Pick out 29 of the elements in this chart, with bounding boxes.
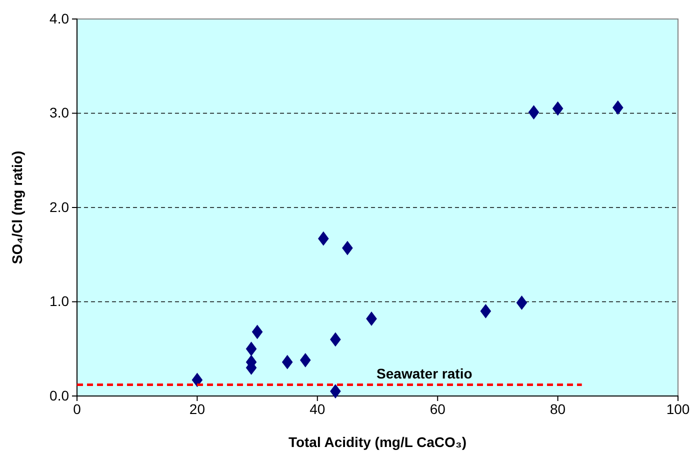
y-tick-label: 0.0: [50, 387, 70, 404]
y-tick-label: 3.0: [50, 104, 70, 121]
x-tick-label: 100: [666, 400, 690, 417]
point: [192, 372, 203, 388]
x-tick-label: 40: [310, 400, 326, 417]
x-tick-label: 60: [430, 400, 446, 417]
point: [300, 352, 311, 368]
point: [330, 332, 341, 347]
x-axis-title: Total Acidity (mg/L CaCO₃): [288, 434, 467, 450]
x-tick-label: 80: [550, 400, 566, 417]
point: [366, 312, 377, 326]
y-tick-label: 1.0: [50, 293, 70, 310]
x-tick-label: 0: [73, 400, 82, 417]
point: [330, 384, 341, 398]
x-tick-label: 20: [189, 400, 206, 417]
point: [480, 304, 492, 318]
point: [552, 101, 564, 116]
point: [612, 100, 624, 115]
point: [516, 295, 528, 310]
point: [528, 105, 540, 120]
y-axis-title: SO₄/Cl (mg ratio): [9, 150, 25, 264]
point: [282, 354, 293, 370]
point: [342, 240, 353, 256]
point: [318, 231, 329, 246]
point: [252, 324, 263, 340]
y-tick-label: 4.0: [50, 10, 70, 26]
series-label: Seawater ratio: [376, 366, 472, 382]
y-tick-label: 2.0: [50, 198, 70, 215]
point: [246, 342, 257, 356]
